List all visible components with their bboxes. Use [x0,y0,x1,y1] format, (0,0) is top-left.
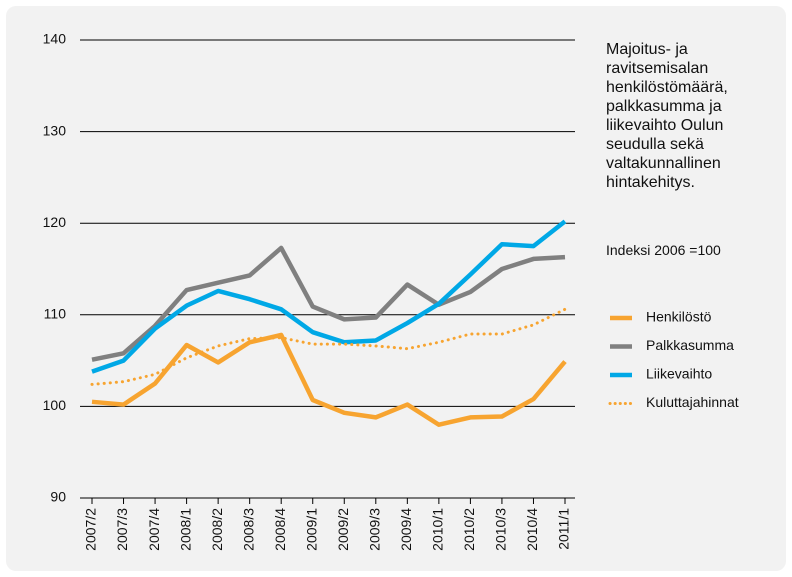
x-tick-label: 2009/1 [303,508,319,551]
chart-title: Majoitus- ja ravitsemisalan henkilöstömä… [606,41,728,191]
x-tick-label: 2008/2 [209,508,225,551]
x-tick-label: 2007/3 [114,508,130,551]
x-tick-label: 2009/2 [335,508,351,551]
series-line [90,307,567,386]
y-tick-label: 140 [43,31,67,47]
x-tick-label: 2011/1 [556,508,572,550]
x-tick-label: 2008/1 [177,508,193,551]
x-tick-label: 2010/4 [524,508,540,551]
x-tick-label: 2010/1 [430,508,446,551]
x-tick-label: 2007/4 [146,508,162,551]
series-line [91,245,566,362]
x-tick-label: 2010/3 [493,508,509,551]
x-tick-label: 2008/4 [272,508,288,551]
legend-label: Kuluttajahinnat [646,394,739,410]
x-tick-label: 2009/4 [398,508,414,551]
x-tick-label: 2008/3 [240,508,256,551]
chart-card [6,6,786,571]
y-tick-label: 100 [43,397,67,413]
chart-subtitle: Indeksi 2006 =100 [606,242,721,258]
y-tick-label: 120 [43,214,67,230]
x-tick-label: 2010/2 [461,508,477,551]
y-tick-label: 90 [50,489,66,505]
series-line [91,332,567,427]
x-tick-label: 2009/3 [367,508,383,551]
series-line [91,219,567,374]
y-tick-label: 130 [43,122,67,138]
legend-label: Henkilöstö [646,309,712,325]
x-tick-label: 2007/2 [83,508,99,551]
legend-label: Palkkasumma [646,337,734,353]
y-tick-label: 110 [44,306,67,322]
legend-label: Liikevaihto [646,366,712,382]
